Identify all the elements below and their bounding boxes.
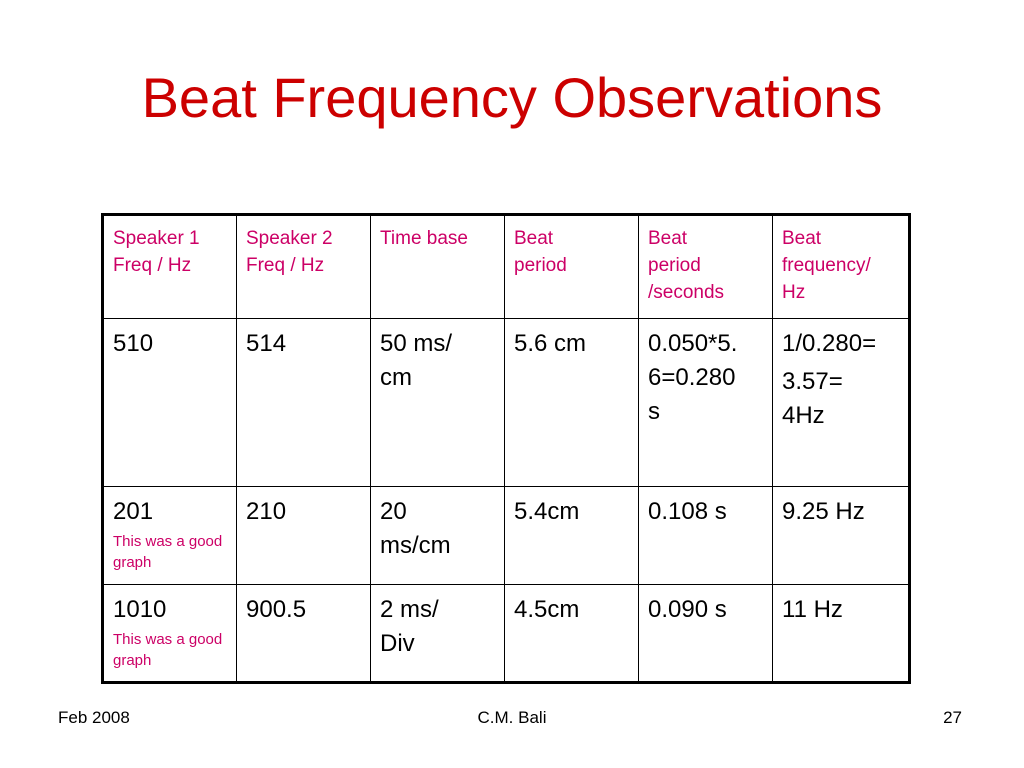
- header-beat-frequency: Beat frequency/ Hz: [772, 214, 910, 319]
- cell-beat-period-seconds: 0.050*5. 6=0.280 s: [638, 318, 773, 487]
- cell-speaker-2: 514: [236, 318, 371, 487]
- cell-note: This was a good graph: [113, 533, 223, 571]
- cell-time-base: 20 ms/cm: [370, 486, 505, 585]
- header-speaker-1: Speaker 1 Freq / Hz: [102, 214, 237, 319]
- table-row: 510 514 50 ms/ cm 5.6 cm 0.050*5. 6=0.28…: [102, 318, 910, 487]
- cell-time-base: 50 ms/ cm: [370, 318, 505, 487]
- cell-note: This was a good graph: [113, 631, 223, 669]
- cell-speaker-2: 210: [236, 486, 371, 585]
- header-time-base: Time base: [370, 214, 505, 319]
- table-row: 201 This was a good graph 210 20 ms/cm 5…: [102, 486, 910, 585]
- cell-beat-period-seconds: 0.090 s: [638, 584, 773, 683]
- footer-author: C.M. Bali: [477, 708, 547, 727]
- cell-beat-frequency: 9.25 Hz: [772, 486, 910, 585]
- cell-time-base: 2 ms/ Div: [370, 584, 505, 683]
- cell-beat-frequency: 1/0.280= 3.57= 4Hz: [772, 318, 910, 487]
- observations-table: Speaker 1 Freq / Hz Speaker 2 Freq / Hz …: [101, 213, 911, 684]
- header-beat-period-seconds: Beat period /seconds: [638, 214, 773, 319]
- cell-beat-period: 4.5cm: [504, 584, 639, 683]
- cell-beat-period: 5.4cm: [504, 486, 639, 585]
- slide-title: Beat Frequency Observations: [141, 66, 883, 129]
- cell-speaker-1: 1010 This was a good graph: [102, 584, 237, 683]
- table-row: 1010 This was a good graph 900.5 2 ms/ D…: [102, 584, 910, 683]
- cell-speaker-1: 510: [102, 318, 237, 487]
- cell-beat-period: 5.6 cm: [504, 318, 639, 487]
- header-speaker-2: Speaker 2 Freq / Hz: [236, 214, 371, 319]
- cell-speaker-2: 900.5: [236, 584, 371, 683]
- cell-beat-frequency: 11 Hz: [772, 584, 910, 683]
- cell-speaker-1: 201 This was a good graph: [102, 486, 237, 585]
- footer-page-number: 27: [943, 708, 962, 727]
- cell-beat-period-seconds: 0.108 s: [638, 486, 773, 585]
- footer-date: Feb 2008: [58, 708, 130, 727]
- header-beat-period: Beat period: [504, 214, 639, 319]
- table-header-row: Speaker 1 Freq / Hz Speaker 2 Freq / Hz …: [102, 214, 910, 319]
